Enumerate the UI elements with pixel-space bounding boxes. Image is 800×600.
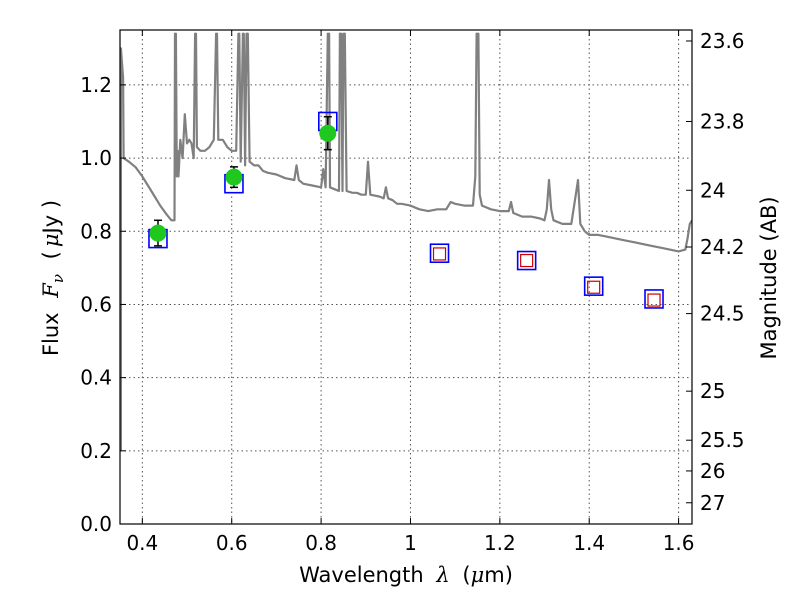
y-tick-label: 1.0 (80, 146, 112, 170)
y-tick-label: 0.0 (80, 512, 112, 536)
y-tick-label: 0.8 (80, 219, 112, 243)
y2-tick-label: 23.8 (700, 109, 745, 133)
y2-tick-label: 23.6 (700, 29, 745, 53)
observed-point (149, 224, 167, 242)
x-tick-label: 1.4 (573, 531, 605, 555)
observed-point (225, 168, 243, 186)
y2-tick-label: 25.5 (700, 428, 745, 452)
x-tick-label: 1.6 (663, 531, 695, 555)
y2-tick-label: 26 (700, 459, 725, 483)
y2-tick-label: 25 (700, 379, 725, 403)
y2-tick-label: 24.2 (700, 235, 745, 259)
plot-frame (119, 29, 693, 525)
grid (120, 30, 692, 525)
axes: 0.4 0.6 0.8 1 1.2 1.4 1.6 0.0 0.2 0.4 0.6 0.8 1.0 1.2… (80, 29, 744, 555)
x-tick-label: 1 (404, 531, 417, 555)
model-point (516, 250, 537, 271)
model-point (429, 243, 450, 264)
y-tick-label: 0.4 (80, 366, 112, 390)
x-tick-label: 0.6 (216, 531, 248, 555)
x-axis-title: Wavelength λ (μm) (299, 563, 513, 587)
x-tick-label: 1.2 (484, 531, 516, 555)
y2-axis-title: Magnitude (AB) (757, 196, 781, 359)
y2-tick-label: 27 (700, 491, 725, 515)
model-point (583, 276, 604, 296)
spectrum-line (120, 32, 692, 451)
photometry-points (148, 111, 664, 309)
y-tick-label: 0.2 (80, 439, 112, 463)
y-tick-label: 1.2 (80, 73, 112, 97)
upper-limit-point (647, 293, 661, 307)
upper-limit-point (587, 280, 601, 294)
upper-limit-point (520, 253, 534, 268)
upper-limit-point (432, 247, 447, 261)
x-tick-label: 0.4 (126, 531, 158, 555)
x-tick-label: 0.8 (305, 531, 337, 555)
observed-point (319, 124, 337, 142)
y2-tick-label: 24.5 (700, 302, 745, 326)
y-axis-title: Flux Fν (μJy ) (39, 200, 68, 356)
y-tick-label: 0.6 (80, 292, 112, 316)
y2-tick-label: 24 (700, 178, 725, 202)
model-point (644, 289, 664, 309)
model-spectrum (120, 32, 692, 451)
